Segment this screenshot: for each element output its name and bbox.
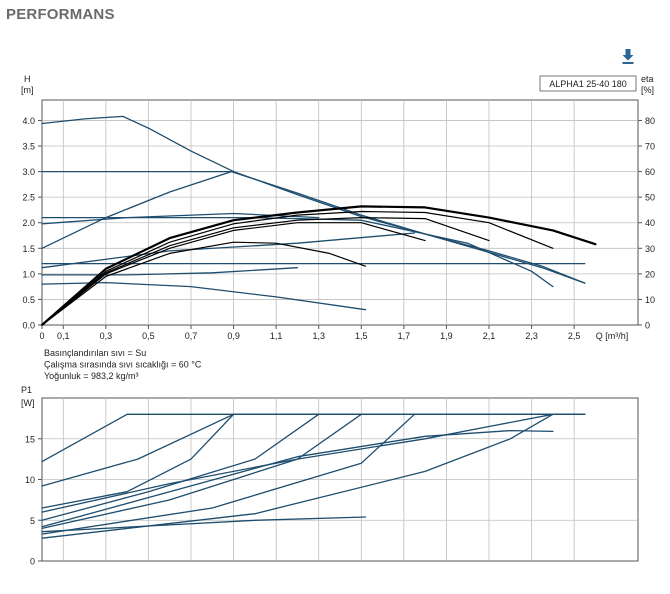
p1-series-line-4	[41, 413, 362, 530]
qh-ytick-right-label: 10	[645, 295, 655, 305]
qh-xtick-label: 0,9	[227, 331, 240, 341]
qh-yaxis-title: H	[24, 74, 31, 84]
qh-ytick-right-label: 50	[645, 193, 655, 203]
qh-series-line-9	[40, 205, 597, 327]
p1-series-line-2	[41, 413, 235, 509]
qh-yaxis-right-title: eta	[641, 74, 654, 84]
p1-series-line-7	[41, 413, 586, 513]
p1-series-line-8	[41, 429, 554, 528]
qh-xtick-label: 1,1	[270, 331, 283, 341]
qh-ytick-label: 1.0	[22, 269, 35, 279]
qh-ytick-label: 3.5	[22, 142, 35, 152]
fluid-note: Yoğunluk = 983,2 kg/m³	[44, 371, 138, 381]
qh-ytick-label: 0.0	[22, 321, 35, 331]
qh-series-line-11	[41, 217, 490, 326]
qh-series-line-2	[41, 170, 586, 284]
qh-ytick-label: 3.0	[22, 167, 35, 177]
qh-xtick-label: 1,3	[312, 331, 325, 341]
qh-xaxis-label: Q [m³/h]	[596, 331, 629, 341]
qh-xtick-label: 0,5	[142, 331, 155, 341]
qh-yaxis-right-unit: [%]	[641, 85, 654, 95]
p1-yaxis-unit: [W]	[21, 398, 35, 408]
qh-xtick-label: 0,3	[100, 331, 113, 341]
qh-ytick-label: 2.5	[22, 193, 35, 203]
qh-series-line-12	[41, 222, 426, 326]
qh-ytick-right-label: 80	[645, 116, 655, 126]
qh-xtick-label: 2,5	[568, 331, 581, 341]
p1-ytick-label: 5	[30, 516, 35, 526]
qh-ytick-label: 0.5	[22, 295, 35, 305]
qh-yaxis-unit: [m]	[21, 85, 34, 95]
qh-ytick-label: 4.0	[22, 116, 35, 126]
qh-xtick-label: 1,5	[355, 331, 368, 341]
qh-xtick-label: 1,7	[398, 331, 411, 341]
page-title: PERFORMANS	[6, 6, 115, 23]
qh-ytick-right-label: 60	[645, 167, 655, 177]
p1-series-line-1	[41, 413, 586, 487]
download-arrow-icon[interactable]	[620, 47, 636, 65]
qh-xtick-label: 0,1	[57, 331, 70, 341]
p1-ytick-label: 10	[25, 475, 35, 485]
qh-ytick-right-label: 30	[645, 244, 655, 254]
qh-ytick-label: 1.5	[22, 244, 35, 254]
qh-ytick-right-label: 40	[645, 218, 655, 228]
qh-xtick-label: 2,1	[483, 331, 496, 341]
qh-xtick-label: 0	[39, 331, 44, 341]
p1-series-line-5	[41, 413, 416, 535]
qh-xtick-label: 2,3	[525, 331, 538, 341]
legend-box	[539, 75, 637, 92]
p1-series-line-9	[41, 516, 367, 533]
qh-ytick-right-label: 20	[645, 269, 655, 279]
qh-series-line-6	[41, 232, 416, 269]
qh-series-line-8	[41, 281, 367, 311]
p1-ytick-label: 0	[30, 557, 35, 567]
fluid-note: Basınçlandırılan sıvı = Su	[44, 348, 146, 358]
p1-series-line-3	[41, 413, 320, 521]
qh-series-line-10	[41, 210, 554, 326]
qh-series-line-7	[41, 267, 299, 276]
fluid-note: Çalışma sırasında sıvı sıcaklığı = 60 °C	[44, 360, 202, 370]
qh-series-line-0	[41, 115, 586, 284]
qh-ytick-right-label: 0	[645, 321, 650, 331]
qh-series-line-13	[41, 241, 367, 326]
p1-ytick-label: 15	[25, 434, 35, 444]
qh-xtick-label: 1,9	[440, 331, 453, 341]
legend-label: ALPHA1 25-40 180	[549, 79, 627, 89]
p1-yaxis-title: P1	[21, 385, 32, 395]
qh-xtick-label: 0,7	[185, 331, 198, 341]
qh-plot-frame	[41, 99, 639, 326]
qh-ytick-label: 2.0	[22, 218, 35, 228]
qh-series-line-3	[41, 216, 554, 288]
qh-ytick-right-label: 70	[645, 142, 655, 152]
